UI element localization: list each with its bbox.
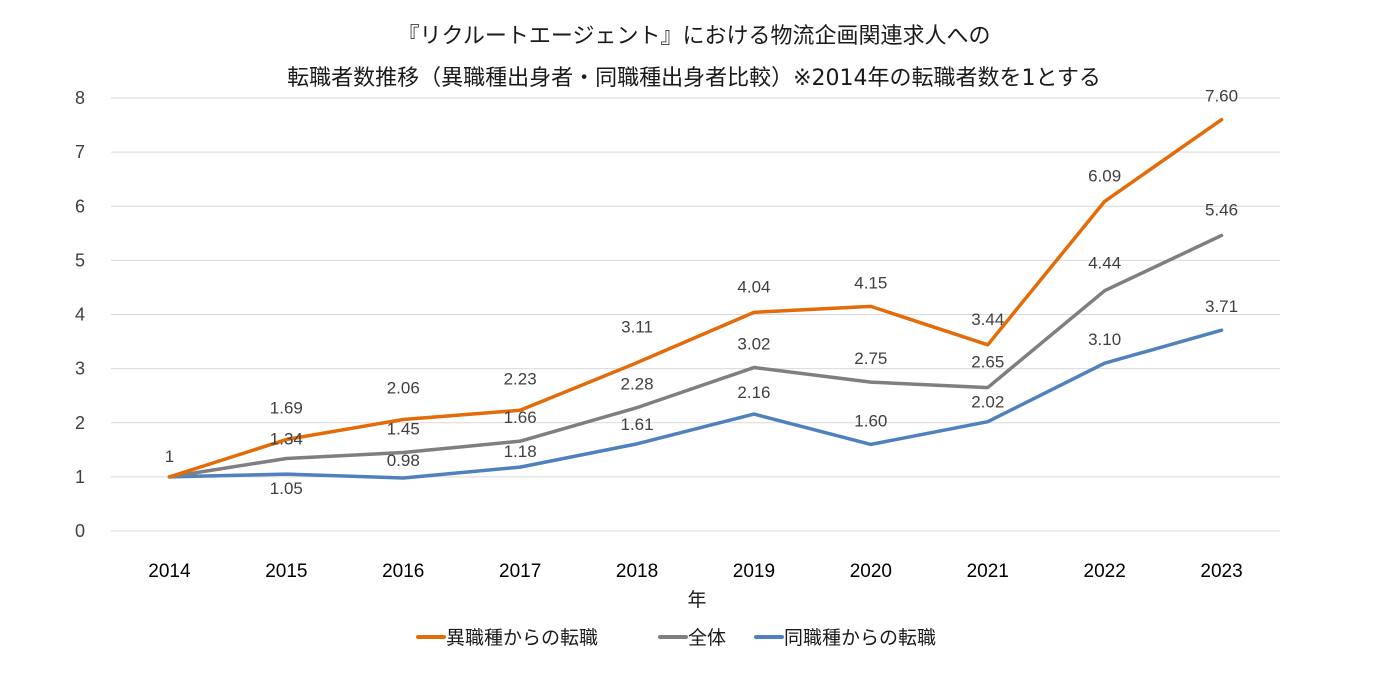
data-label: 4.44 (1088, 254, 1121, 273)
data-label: 0.98 (387, 451, 420, 470)
data-label: 3.71 (1205, 297, 1238, 316)
data-label: 6.09 (1088, 166, 1121, 185)
x-tick-label: 2017 (499, 561, 541, 582)
data-label: 1.69 (270, 399, 303, 418)
y-tick-label: 0 (75, 521, 85, 541)
data-label: 1.66 (504, 408, 537, 427)
x-axis-ticks: 2014 2015 2016 2017 2018 2019 2020 2021 2022 2023 (148, 561, 1242, 582)
legend-label-1: 全体 (688, 627, 726, 649)
data-label: 4.15 (854, 273, 887, 292)
chart-title-line1: 『リクルートエージェント』における物流企画関連求人への (397, 24, 991, 49)
x-axis-label: 年 (687, 589, 706, 611)
series-lines (167, 117, 1224, 480)
data-label: 1.45 (387, 420, 420, 439)
data-label: 7.60 (1205, 87, 1238, 106)
legend: 異職種からの転職 全体 同職種からの転職 (416, 627, 936, 649)
data-label: 1.34 (270, 429, 303, 448)
data-label: 1.18 (504, 442, 537, 461)
chart-title-line2: 転職者数推移（異職種出身者・同職種出身者比較）※2014年の転職者数を1とする (287, 66, 1101, 91)
x-tick-label: 2022 (1084, 561, 1126, 582)
series-line-0 (167, 117, 1224, 479)
y-tick-label: 2 (75, 413, 85, 433)
legend-label-2: 同職種からの転職 (784, 627, 936, 649)
data-label: 3.11 (621, 318, 653, 337)
data-label: 1.61 (621, 415, 654, 434)
data-label: 3.44 (971, 310, 1004, 329)
x-tick-label: 2016 (382, 561, 424, 582)
data-label: 1 (165, 447, 174, 466)
x-tick-label: 2015 (265, 561, 307, 582)
data-labels: 1 1.69 2.06 2.23 3.11 4.04 4.15 3.44 6.09 7.60 1.3… (165, 87, 1238, 499)
data-label: 2.28 (621, 375, 654, 394)
data-label: 3.02 (737, 335, 770, 354)
x-tick-label: 2023 (1200, 561, 1242, 582)
data-label: 2.75 (854, 349, 887, 368)
x-tick-label: 2018 (616, 561, 658, 582)
data-label: 2.65 (971, 353, 1004, 372)
gridlines (111, 97, 1280, 532)
data-label: 4.04 (737, 277, 770, 296)
y-tick-label: 7 (75, 142, 85, 162)
data-label: 2.06 (387, 379, 420, 398)
x-tick-label: 2019 (733, 561, 775, 582)
series-line-1 (167, 233, 1224, 479)
data-label: 3.10 (1088, 330, 1121, 349)
legend-label-0: 異職種からの転職 (446, 627, 598, 649)
x-tick-label: 2021 (967, 561, 1009, 582)
y-tick-label: 1 (75, 467, 85, 487)
y-tick-label: 3 (75, 359, 85, 379)
series-line-2 (167, 328, 1224, 480)
data-label: 1.60 (854, 411, 887, 430)
y-tick-label: 4 (75, 305, 85, 325)
data-label: 2.02 (971, 393, 1004, 412)
data-label: 5.46 (1205, 200, 1238, 219)
data-label: 2.16 (737, 383, 770, 402)
data-label: 2.23 (504, 369, 537, 388)
y-tick-label: 5 (75, 250, 85, 270)
x-tick-label: 2020 (850, 561, 892, 582)
x-tick-label: 2014 (148, 561, 191, 582)
y-axis-ticks: 0 1 2 3 4 5 6 7 8 (75, 88, 85, 541)
y-tick-label: 8 (75, 88, 85, 108)
y-tick-label: 6 (75, 196, 85, 216)
data-label: 1.05 (270, 479, 303, 498)
